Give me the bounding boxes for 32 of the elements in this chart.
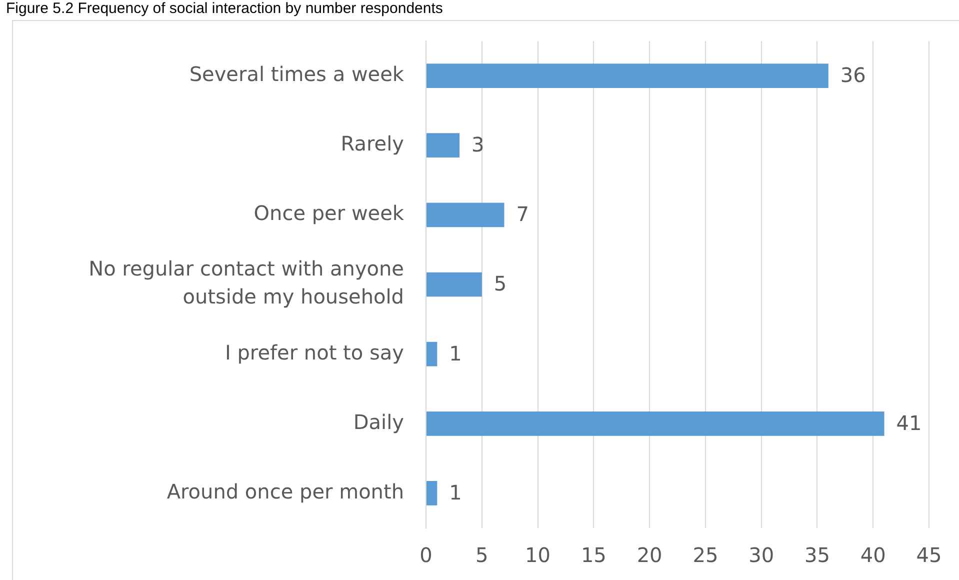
x-tick-label: 25 — [692, 543, 718, 568]
data-label: 7 — [516, 202, 529, 226]
text: Figure 5.2 Frequency of social interaction by number respondents — [6, 0, 443, 18]
bar — [426, 411, 884, 436]
y-tick-label: I prefer not to say — [224, 340, 404, 364]
y-tick-label: Around once per month — [166, 479, 404, 504]
x-tick-label: 20 — [636, 543, 662, 568]
y-tick-label: Rarely — [340, 132, 404, 156]
data-label: 1 — [449, 480, 462, 504]
x-tick-label: 15 — [580, 543, 606, 568]
data-label: 36 — [840, 62, 866, 87]
x-tick-label: 45 — [916, 543, 942, 568]
bar — [426, 342, 438, 366]
y-tick-label: Daily — [353, 410, 404, 434]
x-tick-label: 40 — [860, 543, 886, 568]
y-tick-label: Once per week — [254, 201, 404, 226]
bar — [426, 64, 828, 88]
x-tick-label: 35 — [804, 543, 830, 568]
data-label: 1 — [449, 341, 462, 366]
data-label: 5 — [494, 272, 507, 296]
data-label: 3 — [472, 132, 484, 157]
x-tick-label: 30 — [748, 543, 774, 568]
bar — [426, 202, 504, 228]
x-tick-label: 10 — [525, 543, 551, 568]
y-tick-label: Several times a week — [189, 62, 404, 86]
data-label: 41 — [896, 410, 922, 435]
bar — [426, 133, 460, 158]
x-tick-label: 5 — [476, 543, 488, 568]
x-tick-label: 0 — [420, 543, 432, 568]
bar — [426, 481, 438, 506]
y-tick-label: No regular contact with anyone outside my household — [88, 256, 404, 309]
bar — [426, 272, 482, 297]
